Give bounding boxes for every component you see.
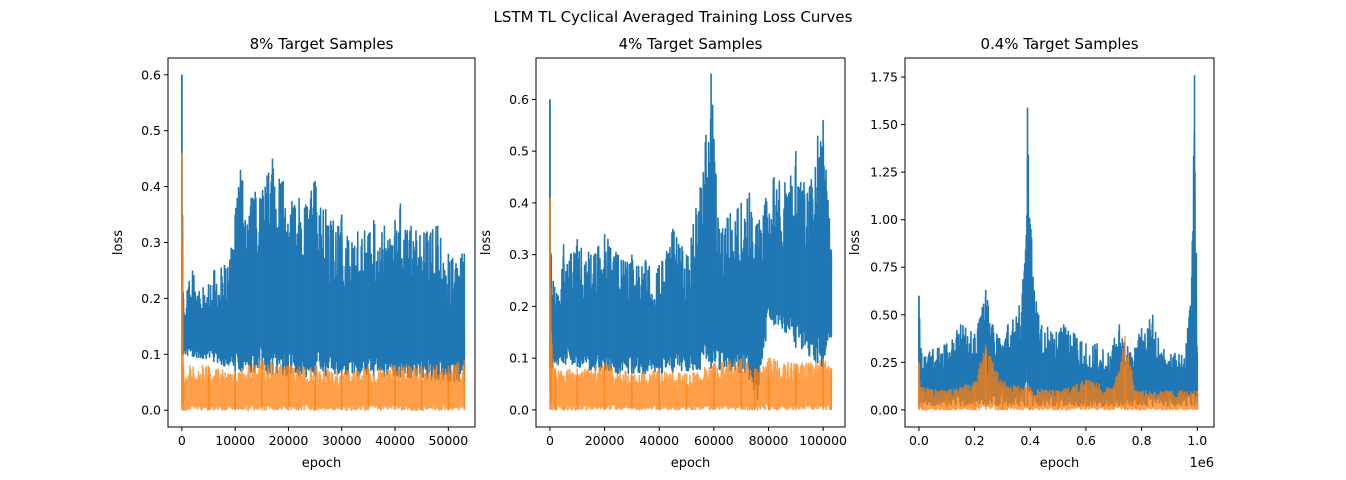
figure-suptitle: LSTM TL Cyclical Averaged Training Loss …: [494, 8, 853, 26]
x-offset-label: 1e6: [1189, 456, 1214, 471]
x-tick-label: 1.0: [1187, 433, 1207, 448]
plot-area: [549, 73, 833, 411]
y-tick-label: 0.00: [870, 402, 898, 417]
chart-panel-2: 0 20000 40000 60000 80000 100000 0.0 0.1 0.2 0.3 0…: [479, 35, 847, 471]
y-tick-label: 0.50: [870, 307, 898, 322]
x-tick-label: 0.0: [909, 433, 929, 448]
series-line-1: [181, 74, 466, 383]
x-axis-label: epoch: [302, 456, 342, 471]
y-tick-label: 0.25: [870, 355, 898, 370]
y-tick-label: 0.4: [141, 179, 161, 194]
y-axis-label: loss: [479, 230, 494, 255]
y-tick-label: 0.1: [141, 347, 161, 362]
x-tick-label: 20000: [585, 433, 625, 448]
plot-frame: [535, 57, 846, 428]
y-tick-label: 0.6: [509, 92, 529, 107]
x-tick-label: 0: [546, 433, 554, 448]
x-tick-label: 20000: [269, 433, 309, 448]
y-tick-label: 0.3: [509, 247, 529, 262]
y-tick-label: 0.2: [141, 291, 161, 306]
x-tick-label: 60000: [694, 433, 734, 448]
x-tick-label: 100000: [799, 433, 847, 448]
y-tick-label: 0.5: [141, 123, 161, 138]
y-tick-label: 0.0: [141, 403, 161, 418]
x-tick-label: 0.4: [1020, 433, 1040, 448]
y-tick-label: 1.00: [870, 212, 898, 227]
x-tick-label: 50000: [428, 433, 468, 448]
series-line-2: [181, 153, 466, 412]
panel-title: 8% Target Samples: [250, 35, 394, 53]
y-tick-label: 0.4: [509, 195, 529, 210]
x-tick-label: 80000: [749, 433, 789, 448]
x-tick-label: 0.6: [1076, 433, 1096, 448]
panels: 0 10000 20000 30000 40000 50000 0.0 0.1 0.2 0.3 0.…: [111, 35, 1215, 471]
x-axis-label: epoch: [671, 456, 711, 471]
x-tick-label: 30000: [322, 433, 362, 448]
y-axis-label: loss: [111, 230, 126, 255]
y-tick-label: 0.75: [870, 260, 898, 275]
y-tick-label: 0.6: [141, 67, 161, 82]
y-tick-label: 1.25: [870, 165, 898, 180]
x-tick-label: 10000: [215, 433, 255, 448]
x-tick-label: 40000: [639, 433, 679, 448]
y-tick-label: 1.50: [870, 117, 898, 132]
series-line-2: [549, 197, 833, 411]
x-tick-label: 0.8: [1132, 433, 1152, 448]
y-axis-label: loss: [848, 230, 863, 255]
x-tick-label: 0: [178, 433, 186, 448]
panel-title: 4% Target Samples: [619, 35, 763, 53]
y-tick-label: 0.2: [509, 299, 529, 314]
y-tick-label: 1.75: [870, 70, 898, 85]
y-tick-label: 0.1: [509, 351, 529, 366]
y-tick-label: 0.5: [509, 144, 529, 159]
x-axis-label: epoch: [1040, 456, 1080, 471]
plot-frame: [904, 57, 1215, 428]
chart-panel-1: 0 10000 20000 30000 40000 50000 0.0 0.1 0.2 0.3 0.…: [111, 35, 476, 471]
y-tick-label: 0.0: [509, 402, 529, 417]
chart-panel-3: 0.0 0.2 0.4 0.6 0.8 1.0 0.00 0.25 0.50 0.75 1.00 1.…: [848, 35, 1215, 471]
y-tick-label: 0.3: [141, 235, 161, 250]
plot-area: [918, 75, 1199, 411]
x-tick-label: 0.2: [965, 433, 985, 448]
plot-area: [181, 74, 466, 412]
x-tick-label: 40000: [375, 433, 415, 448]
panel-title: 0.4% Target Samples: [980, 35, 1138, 53]
